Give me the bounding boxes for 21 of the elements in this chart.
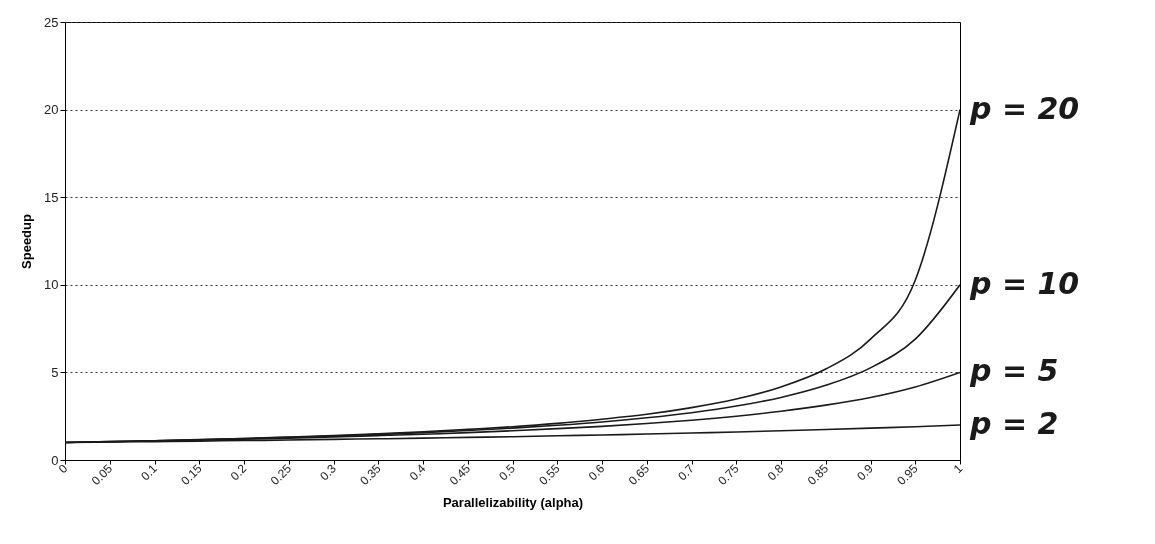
series-label: p = 10	[969, 265, 1080, 301]
x-axis-title: Parallelizability (alpha)	[442, 495, 584, 511]
x-tick-label: 0.8	[764, 461, 787, 484]
x-tick-label: 0.9	[854, 461, 877, 484]
series-label: p = 20	[969, 90, 1080, 126]
y-tick-label: 10	[44, 277, 59, 293]
x-tick-label: 0.1	[138, 461, 161, 484]
series-label: p = 2	[969, 405, 1059, 441]
series-label: p = 5	[969, 353, 1059, 389]
x-tick-label: 0.2	[227, 461, 250, 484]
x-tick-label: 0.4	[406, 461, 429, 484]
x-tick-label: 0.3	[317, 461, 340, 484]
x-tick-label: 0.6	[585, 461, 608, 484]
x-tick-label: 0.7	[675, 461, 698, 484]
y-tick-label: 20	[44, 102, 59, 118]
y-tick-label: 25	[44, 14, 59, 30]
y-axis-title: Speedup	[19, 214, 35, 269]
y-tick-label: 15	[44, 189, 59, 205]
x-tick-label: 0.5	[496, 461, 519, 484]
y-tick-label: 5	[51, 364, 59, 380]
x-tick-label: 1	[950, 461, 966, 477]
